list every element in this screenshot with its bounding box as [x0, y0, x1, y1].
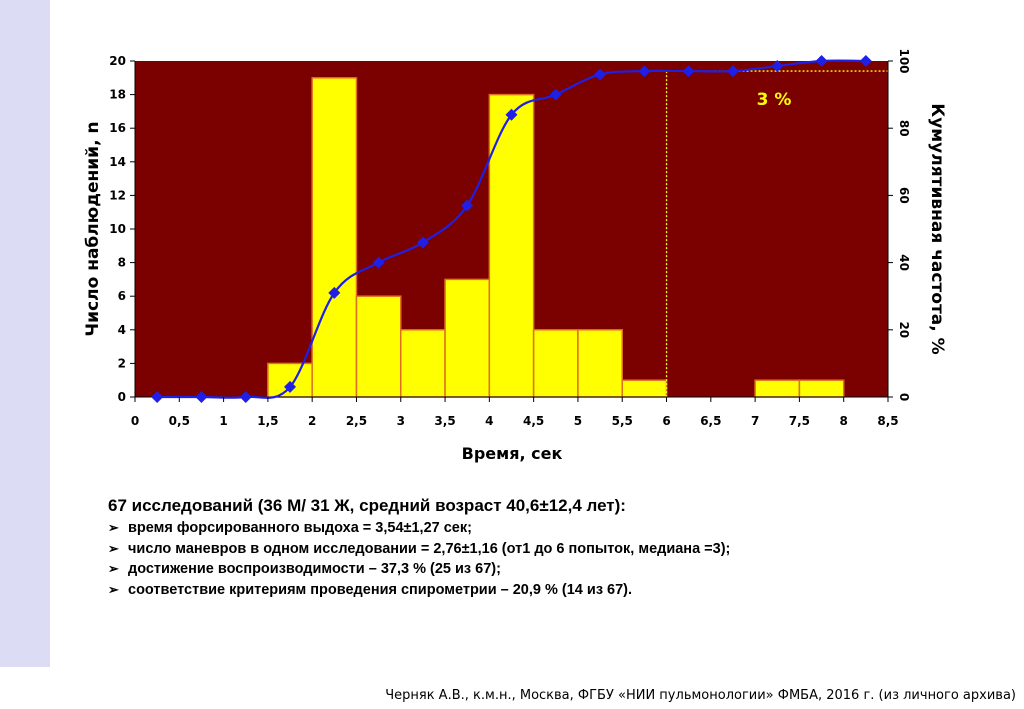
slide-side-bar — [0, 0, 50, 667]
cumulative-point — [239, 391, 252, 403]
x-tick-label: 8,5 — [877, 414, 898, 428]
x-tick-label: 1,5 — [257, 414, 278, 428]
x-tick-label: 1 — [219, 414, 227, 428]
y-right-tick-label: 0 — [897, 393, 911, 401]
cumulative-point — [726, 65, 739, 78]
y-left-tick-label: 14 — [109, 155, 126, 169]
cumulative-point — [859, 55, 872, 67]
cumulative-point — [372, 256, 385, 269]
y-left-tick-label: 0 — [118, 390, 126, 404]
histogram-bar — [577, 329, 623, 398]
y-left-axis-title: Число наблюдений, n — [83, 121, 103, 336]
cumulative-point — [815, 55, 828, 67]
y-right-axis-title: Кумулятивная частота, % — [927, 103, 947, 354]
stats-block: 67 исследований (36 М/ 31 Ж, средний воз… — [108, 496, 1008, 600]
histogram-bar — [400, 329, 446, 398]
histogram-bar — [754, 379, 801, 398]
threshold-label: 3 % — [757, 90, 792, 110]
y-left-tick-label: 18 — [109, 88, 126, 102]
cumulative-point — [682, 65, 695, 78]
cumulative-point — [461, 199, 474, 212]
arrow-bullet-icon: ➢ — [108, 540, 119, 556]
histogram-chart: 3 % 0 2 4 6 8 10 12 14 16 18 20 0 20 40 60 80 100 0 0,5 1 1,5… — [83, 48, 947, 463]
histogram-bar — [444, 278, 491, 398]
cumulative-point — [638, 65, 651, 78]
stats-item: ➢ число маневров в одном исследовании = 2… — [108, 539, 1008, 560]
x-tick-label: 4 — [485, 414, 493, 428]
y-left-tick-label: 4 — [118, 323, 126, 337]
histogram-bar — [355, 295, 402, 398]
y-left-tick-label: 6 — [118, 289, 126, 303]
x-axis-title: Время, сек — [462, 444, 563, 463]
cumulative-point — [771, 60, 784, 73]
source-footer: Черняк А.В., к.м.н., Москва, ФГБУ «НИИ п… — [385, 688, 1016, 703]
x-tick-label: 2 — [308, 414, 316, 428]
stats-item: ➢ соответствие критериям проведения спиро… — [108, 580, 1008, 601]
cumulative-point — [195, 391, 208, 403]
y-left-tick-label: 10 — [109, 222, 126, 236]
x-tick-label: 3,5 — [434, 414, 455, 428]
arrow-bullet-icon: ➢ — [108, 581, 119, 597]
stats-item: ➢ время форсированного выдоха = 3,54±1,27… — [108, 518, 1008, 539]
histogram-bar — [621, 379, 668, 398]
y-left-tick-label: 2 — [118, 356, 126, 370]
y-right-tick-label: 20 — [897, 321, 911, 338]
x-tick-label: 5,5 — [612, 414, 633, 428]
cumulative-point — [594, 68, 607, 81]
y-right-tick-label: 60 — [897, 187, 911, 204]
arrow-bullet-icon: ➢ — [108, 561, 119, 576]
stats-item: ➢ достижение воспроизводимости – 37,3 % (… — [108, 559, 1008, 580]
cumulative-point — [284, 380, 297, 393]
cumulative-point — [505, 108, 518, 121]
y-right-tick-label: 40 — [897, 254, 911, 271]
y-right-tick-label: 80 — [897, 120, 911, 137]
stats-heading: 67 исследований (36 М/ 31 Ж, средний воз… — [108, 496, 626, 515]
cumulative-point — [416, 236, 429, 249]
x-tick-label: 7 — [751, 414, 759, 428]
x-tick-label: 6,5 — [700, 414, 721, 428]
y-left-tick-label: 16 — [109, 121, 126, 135]
histogram-bar — [532, 329, 579, 398]
y-left-tick-label: 12 — [109, 188, 126, 202]
histogram-bar — [311, 77, 358, 398]
stats-list: ➢ время форсированного выдоха = 3,54±1,27… — [108, 518, 1008, 600]
x-tick-label: 2,5 — [346, 414, 367, 428]
cumulative-point — [328, 286, 341, 299]
x-tick-label: 4,5 — [523, 414, 544, 428]
arrow-bullet-icon: ➢ — [108, 520, 119, 535]
x-tick-label: 6 — [662, 414, 670, 428]
x-tick-label: 8 — [840, 414, 848, 428]
y-right-tick-label: 100 — [897, 48, 911, 73]
y-left-tick-label: 8 — [118, 256, 126, 270]
x-tick-label: 3 — [397, 414, 405, 428]
cumulative-point — [549, 88, 562, 101]
y-left-tick-label: 20 — [109, 54, 126, 68]
x-tick-label: 0 — [131, 414, 139, 428]
x-tick-label: 5 — [574, 414, 582, 428]
histogram-bar — [798, 379, 845, 398]
cumulative-line — [157, 59, 866, 399]
cumulative-point — [151, 391, 164, 403]
histogram-bar — [488, 93, 535, 398]
x-tick-label: 0,5 — [169, 414, 190, 428]
x-tick-label: 7,5 — [789, 414, 810, 428]
